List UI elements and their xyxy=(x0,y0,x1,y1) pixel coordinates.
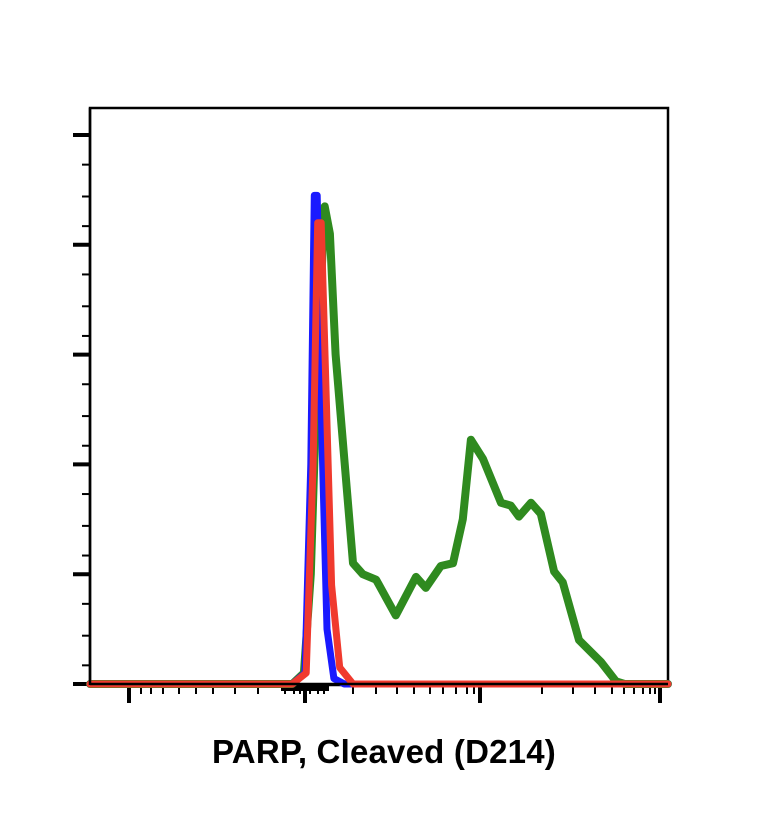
plot-frame xyxy=(88,106,670,687)
x-axis-label: PARP, Cleaved (D214) xyxy=(212,733,556,770)
x-axis-zero-region xyxy=(281,685,329,691)
series-green-line xyxy=(86,202,672,688)
histogram-series xyxy=(86,191,672,688)
y-axis-ticks xyxy=(73,133,90,686)
series-red-line xyxy=(86,219,672,688)
x-axis-ticks xyxy=(127,685,662,703)
